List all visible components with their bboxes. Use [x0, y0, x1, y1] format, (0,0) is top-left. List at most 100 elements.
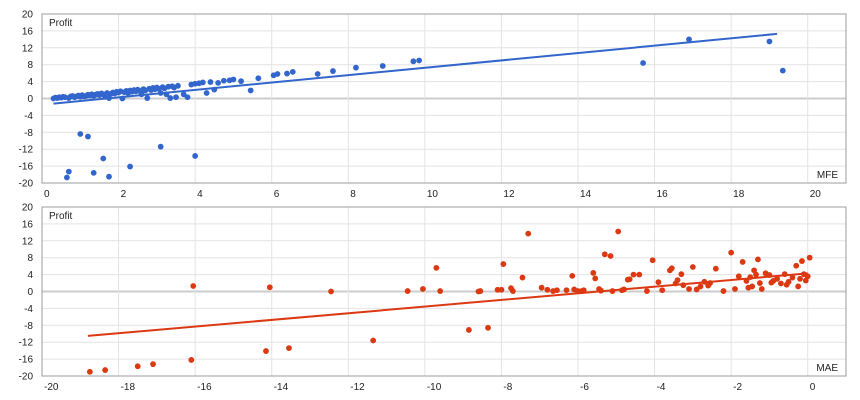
data-point[interactable]	[735, 273, 742, 280]
data-point[interactable]	[286, 345, 292, 352]
data-point[interactable]	[188, 357, 195, 363]
data-point[interactable]	[626, 276, 633, 283]
data-point[interactable]	[655, 279, 662, 286]
data-point[interactable]	[580, 287, 587, 294]
data-point[interactable]	[636, 271, 643, 278]
data-point[interactable]	[255, 75, 262, 82]
data-point[interactable]	[615, 228, 622, 235]
data-point[interactable]	[793, 262, 800, 269]
data-point[interactable]	[609, 288, 616, 294]
data-point[interactable]	[433, 264, 440, 271]
data-point[interactable]	[766, 38, 773, 45]
data-point[interactable]	[157, 90, 164, 96]
data-point[interactable]	[797, 275, 803, 282]
data-point[interactable]	[630, 271, 637, 278]
data-point[interactable]	[701, 278, 708, 285]
data-point[interactable]	[712, 265, 719, 272]
data-point[interactable]	[732, 286, 738, 292]
data-point[interactable]	[100, 155, 107, 162]
data-point[interactable]	[85, 133, 91, 140]
data-point[interactable]	[211, 86, 218, 93]
data-point[interactable]	[774, 275, 780, 282]
data-point[interactable]	[106, 173, 112, 180]
data-point[interactable]	[739, 259, 746, 265]
data-point[interactable]	[328, 288, 334, 295]
data-point[interactable]	[510, 288, 516, 294]
data-point[interactable]	[640, 60, 646, 66]
data-point[interactable]	[190, 283, 197, 289]
data-point[interactable]	[649, 257, 656, 264]
data-point[interactable]	[728, 249, 735, 256]
data-point[interactable]	[644, 288, 650, 294]
data-point[interactable]	[416, 57, 423, 64]
data-point[interactable]	[102, 367, 109, 373]
data-point[interactable]	[795, 283, 802, 290]
data-point[interactable]	[215, 79, 222, 86]
data-point[interactable]	[789, 274, 796, 281]
data-point[interactable]	[314, 71, 321, 77]
data-point[interactable]	[680, 282, 687, 289]
data-point[interactable]	[167, 95, 174, 101]
data-point[interactable]	[538, 284, 545, 291]
data-point[interactable]	[755, 256, 761, 263]
data-point[interactable]	[157, 143, 164, 150]
data-point[interactable]	[598, 287, 604, 294]
data-point[interactable]	[766, 272, 773, 278]
data-point[interactable]	[498, 286, 505, 293]
data-point[interactable]	[127, 163, 133, 170]
data-point[interactable]	[705, 282, 712, 289]
data-point[interactable]	[592, 275, 599, 282]
data-point[interactable]	[659, 287, 666, 294]
data-point[interactable]	[563, 287, 570, 294]
data-point[interactable]	[806, 254, 813, 261]
data-point[interactable]	[621, 286, 627, 293]
data-point[interactable]	[63, 174, 70, 181]
data-point[interactable]	[247, 87, 254, 94]
data-point[interactable]	[420, 286, 426, 292]
data-point[interactable]	[686, 36, 692, 43]
data-point[interactable]	[674, 277, 681, 283]
data-point[interactable]	[804, 273, 811, 280]
data-point[interactable]	[569, 272, 576, 279]
data-point[interactable]	[220, 77, 227, 84]
data-point[interactable]	[175, 82, 181, 89]
data-point[interactable]	[284, 70, 290, 77]
data-point[interactable]	[410, 58, 417, 65]
data-point[interactable]	[745, 284, 752, 291]
data-point[interactable]	[689, 264, 696, 270]
data-point[interactable]	[783, 281, 790, 288]
data-point[interactable]	[779, 67, 786, 74]
data-point[interactable]	[119, 95, 126, 102]
data-point[interactable]	[590, 270, 597, 276]
data-point[interactable]	[743, 278, 750, 284]
data-point[interactable]	[86, 368, 93, 375]
data-point[interactable]	[173, 94, 179, 101]
data-point[interactable]	[519, 274, 526, 281]
data-point[interactable]	[199, 79, 206, 86]
data-point[interactable]	[477, 288, 484, 294]
data-point[interactable]	[90, 169, 97, 176]
data-point[interactable]	[353, 64, 359, 71]
data-point[interactable]	[799, 258, 805, 264]
data-point[interactable]	[263, 348, 269, 354]
data-point[interactable]	[525, 230, 532, 237]
data-point[interactable]	[192, 153, 199, 159]
data-point[interactable]	[778, 280, 784, 287]
data-point[interactable]	[756, 280, 763, 286]
data-point[interactable]	[163, 91, 170, 98]
data-point[interactable]	[437, 288, 444, 294]
data-point[interactable]	[404, 288, 411, 294]
data-point[interactable]	[370, 337, 377, 344]
data-point[interactable]	[330, 68, 336, 74]
data-point[interactable]	[238, 78, 244, 85]
data-point[interactable]	[668, 265, 675, 272]
data-point[interactable]	[678, 271, 685, 278]
data-point[interactable]	[138, 91, 145, 98]
data-point[interactable]	[686, 286, 692, 292]
data-point[interactable]	[203, 90, 210, 96]
data-point[interactable]	[758, 286, 765, 292]
data-point[interactable]	[274, 71, 281, 77]
data-point[interactable]	[465, 327, 472, 333]
data-point[interactable]	[544, 286, 551, 293]
data-point[interactable]	[500, 261, 507, 267]
